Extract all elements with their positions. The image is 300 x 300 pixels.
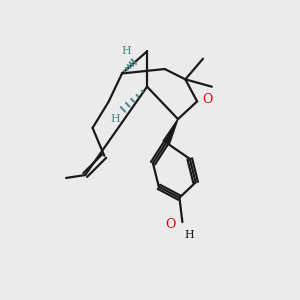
- Text: H: H: [111, 114, 120, 124]
- Text: H: H: [122, 46, 131, 56]
- Text: H: H: [185, 230, 194, 240]
- Polygon shape: [163, 119, 178, 144]
- Text: O: O: [202, 93, 212, 106]
- Text: O: O: [166, 218, 176, 231]
